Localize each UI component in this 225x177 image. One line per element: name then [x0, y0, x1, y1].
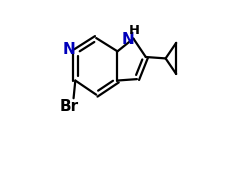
Text: N: N [63, 42, 76, 57]
Text: N: N [122, 32, 135, 47]
Text: H: H [129, 24, 140, 37]
Text: Br: Br [60, 99, 79, 114]
